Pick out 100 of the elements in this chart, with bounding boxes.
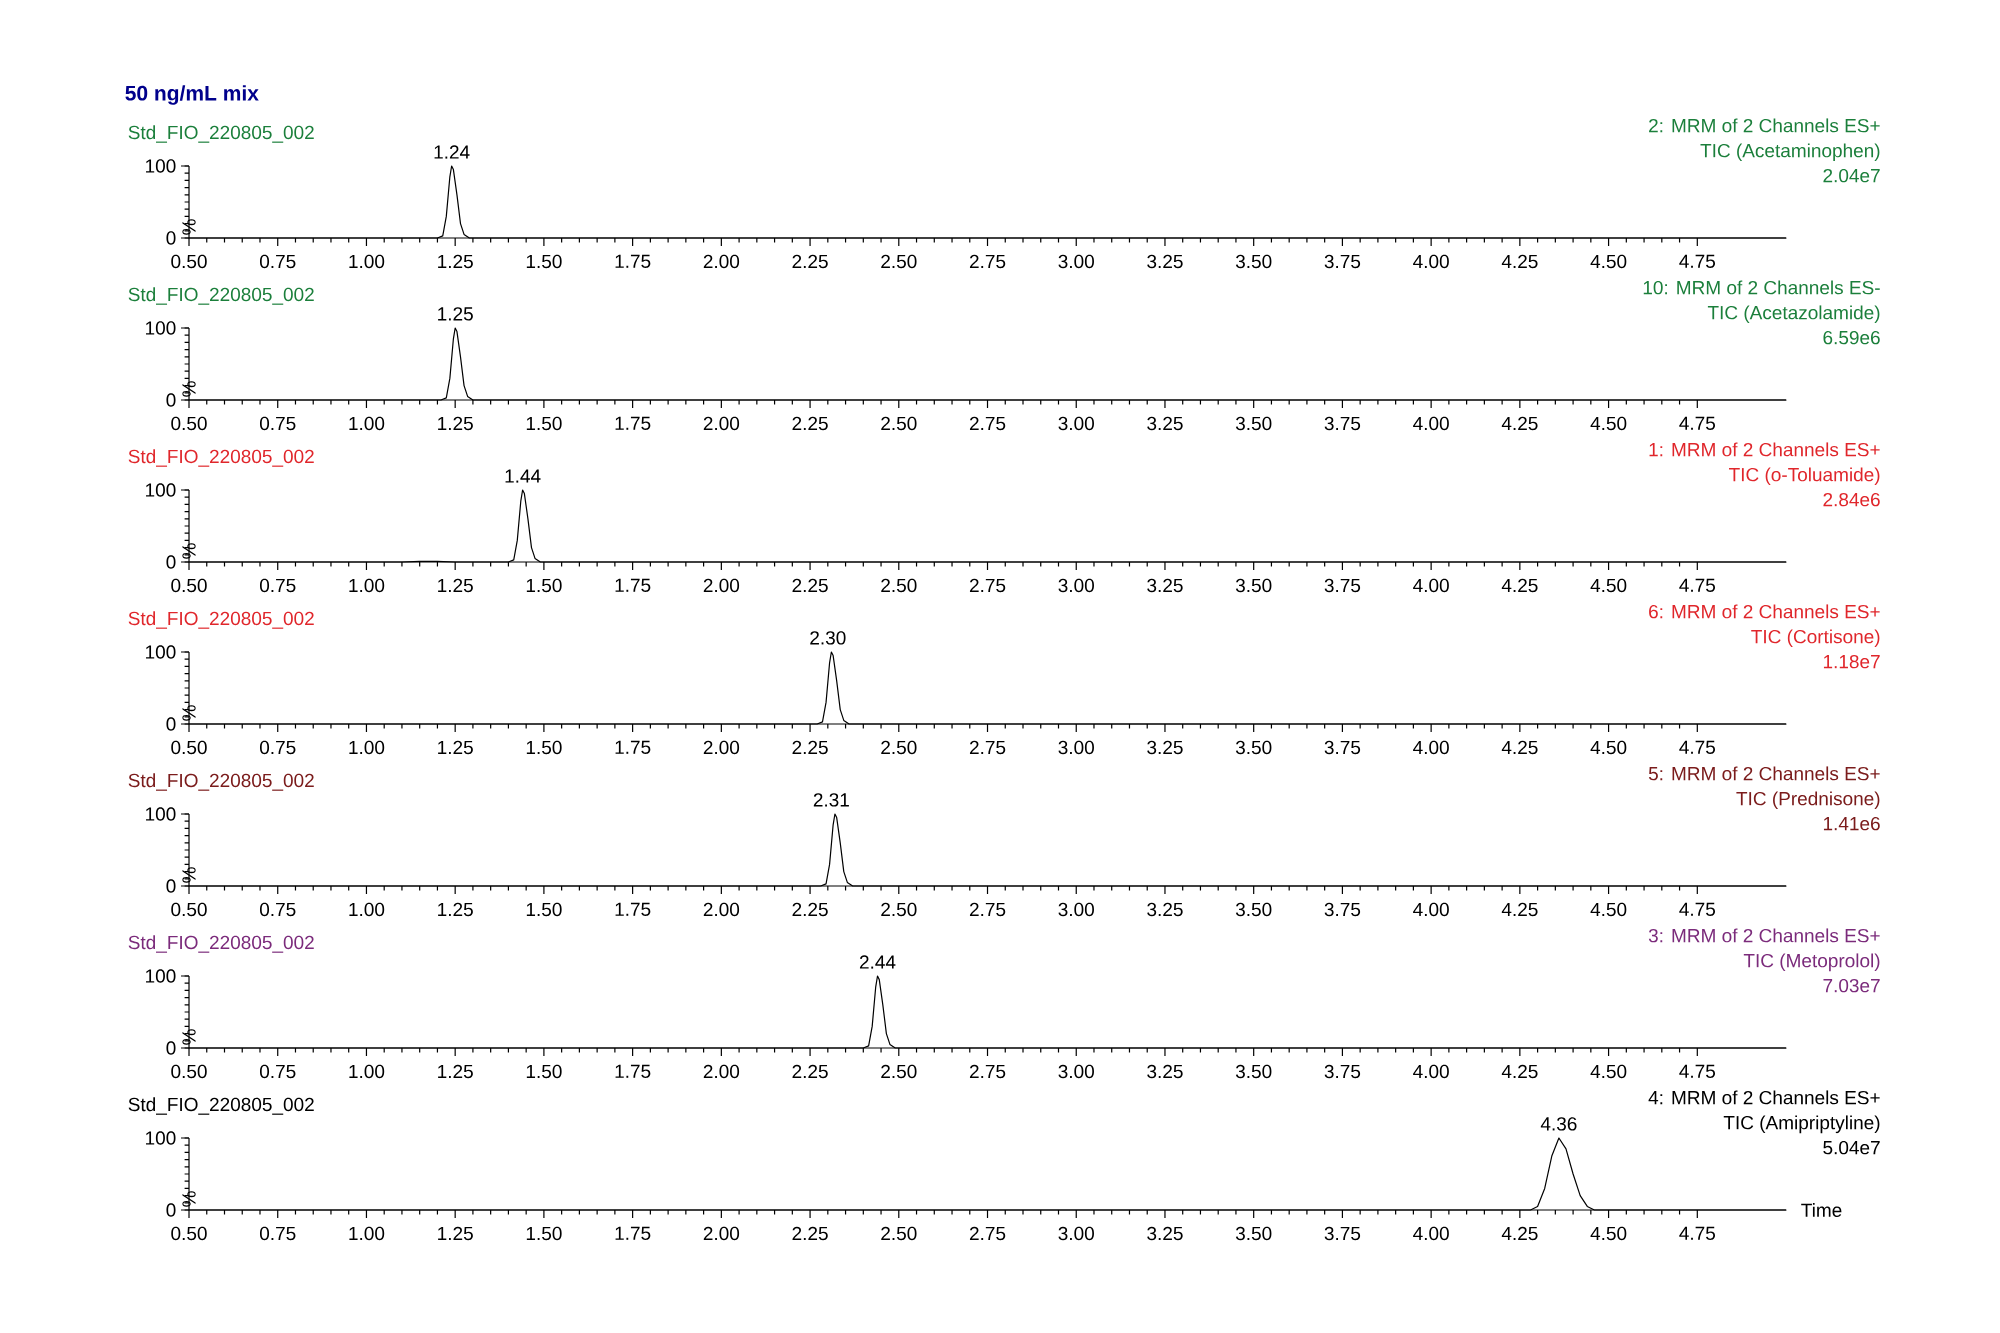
x-tick-label: 3.25 <box>1147 578 1183 593</box>
x-tick-label: 3.75 <box>1324 1064 1361 1079</box>
x-tick-label: 0.50 <box>171 578 207 593</box>
y-tick-label: 100 <box>146 1131 176 1145</box>
x-tick-label: 4.50 <box>1590 416 1627 431</box>
x-tick-label: 1.00 <box>349 1064 385 1079</box>
annotation: 2.44 <box>859 955 896 969</box>
x-tick-label: 3.50 <box>1235 902 1272 917</box>
x-tick-label: 1.75 <box>615 254 651 268</box>
annotation: 2.30 <box>810 631 846 645</box>
text: 6: MRM of 2 Channels ES+ <box>1649 604 1880 619</box>
x-tick-label: 1.00 <box>349 416 385 431</box>
x-axis-title: Time <box>1801 1203 1842 1217</box>
x-tick-label: 3.75 <box>1324 254 1361 269</box>
chart-subtitle: Std_FIO_220805_002 <box>128 449 314 467</box>
x-tick-label: 2.50 <box>881 1226 917 1241</box>
x-tick-label: 4.00 <box>1413 578 1449 593</box>
x-tick-label: 1.25 <box>438 254 473 269</box>
text: 10: MRM of 2 Channels ES- <box>1643 280 1880 295</box>
x-tick-label: 3.00 <box>1058 578 1094 593</box>
chart-title: 50 ng/mL mix <box>125 85 259 105</box>
x-tick-label: 2.00 <box>703 416 740 431</box>
y-axis-title: % <box>182 705 196 721</box>
chart-subtitle: Std_FIO_220805_002 <box>128 125 314 143</box>
x-tick-label: 3.50 <box>1235 416 1272 431</box>
text: 1: MRM of 2 Channels ES+ <box>1649 442 1880 457</box>
x-tick-label: 2.25 <box>792 902 828 917</box>
x-tick-label: 4.00 <box>1413 740 1449 755</box>
x-tick-label: 3.25 <box>1147 740 1183 755</box>
x-tick-label: 2.25 <box>792 740 828 755</box>
chart-subtitle: Std_FIO_220805_002 <box>128 773 314 791</box>
x-tick-label: 1.50 <box>526 1226 562 1241</box>
x-tick-label: 1.75 <box>615 578 651 592</box>
y-axis-title: % <box>182 219 196 235</box>
x-tick-label: 2.50 <box>881 416 917 431</box>
x-tick-label: 2.00 <box>703 902 740 917</box>
x-tick-label: 3.00 <box>1058 1064 1094 1079</box>
y-tick-label: 0 <box>166 555 176 569</box>
x-tick-label: 4.50 <box>1590 902 1627 917</box>
x-tick-label: 1.50 <box>526 740 562 755</box>
x-tick-label: 3.75 <box>1324 1226 1361 1241</box>
x-tick-label: 2.75 <box>969 902 1006 917</box>
text: 1.18e7 <box>1823 654 1880 669</box>
x-tick-label: 1.00 <box>349 740 385 755</box>
x-tick-label: 4.00 <box>1413 1064 1449 1079</box>
x-tick-label: 3.75 <box>1324 740 1361 755</box>
x-tick-label: 3.00 <box>1058 902 1094 917</box>
x-tick-label: 0.50 <box>171 1226 207 1241</box>
text: TIC (Acetaminophen) <box>1700 143 1880 162</box>
x-tick-label: 2.75 <box>969 578 1006 593</box>
x-tick-label: 2.00 <box>703 1226 740 1241</box>
x-tick-label: 2.50 <box>881 578 917 593</box>
text: 3: MRM of 2 Channels ES+ <box>1648 928 1880 943</box>
y-tick-label: 0 <box>166 1041 176 1055</box>
x-tick-label: 1.25 <box>438 1064 473 1079</box>
x-tick-label: 0.75 <box>259 578 296 593</box>
x-tick-label: 4.25 <box>1501 902 1538 917</box>
x-tick-label: 2.00 <box>703 1064 740 1079</box>
x-tick-label: 2.25 <box>792 254 828 269</box>
x-tick-label: 3.25 <box>1147 1226 1183 1241</box>
text: 1.41e6 <box>1823 816 1880 831</box>
y-axis-title: % <box>182 867 196 883</box>
text: TIC (Acetazolamide) <box>1707 305 1880 324</box>
chart-subtitle: Std_FIO_220805_002 <box>128 611 314 629</box>
text: TIC (Amipriptyline) <box>1723 1115 1880 1134</box>
text: TIC (Cortisone) <box>1751 629 1880 648</box>
chart-subtitle: Std_FIO_220805_002 <box>128 935 314 953</box>
x-tick-label: 0.75 <box>259 1226 296 1241</box>
annotation: 4.36 <box>1540 1117 1577 1131</box>
x-tick-label: 2.25 <box>792 416 828 431</box>
y-axis-title: % <box>182 543 196 559</box>
chart-subtitle: Std_FIO_220805_002 <box>128 1097 314 1115</box>
x-tick-label: 2.75 <box>969 1226 1006 1241</box>
text: 2: MRM of 2 Channels ES+ <box>1649 118 1880 133</box>
x-tick-label: 4.75 <box>1679 578 1716 592</box>
text: 5: MRM of 2 Channels ES+ <box>1648 766 1880 781</box>
x-tick-label: 4.25 <box>1501 1226 1538 1241</box>
x-tick-label: 3.75 <box>1324 416 1361 431</box>
x-tick-label: 1.75 <box>615 902 651 916</box>
x-tick-label: 2.75 <box>969 1064 1006 1079</box>
x-tick-label: 2.75 <box>969 254 1006 269</box>
y-tick-label: 100 <box>146 483 176 497</box>
x-tick-label: 4.50 <box>1590 578 1627 593</box>
x-tick-label: 2.25 <box>792 578 828 593</box>
x-tick-label: 0.50 <box>171 1064 207 1079</box>
x-tick-label: 1.25 <box>438 578 473 593</box>
text: 7.03e7 <box>1823 978 1880 993</box>
text: TIC (Metoprolol) <box>1743 953 1880 972</box>
x-tick-label: 4.25 <box>1501 578 1538 593</box>
x-tick-label: 2.75 <box>969 740 1006 755</box>
y-axis-title: % <box>182 381 196 397</box>
y-axis-title: % <box>182 1191 196 1207</box>
x-tick-label: 0.50 <box>171 416 207 431</box>
x-tick-label: 1.50 <box>526 416 562 431</box>
x-tick-label: 1.00 <box>349 902 385 917</box>
x-tick-label: 0.50 <box>171 254 207 269</box>
x-tick-label: 4.50 <box>1590 1064 1627 1079</box>
text: 2.84e6 <box>1823 492 1880 507</box>
annotation: 1.44 <box>505 469 541 483</box>
x-tick-label: 3.75 <box>1324 578 1361 593</box>
